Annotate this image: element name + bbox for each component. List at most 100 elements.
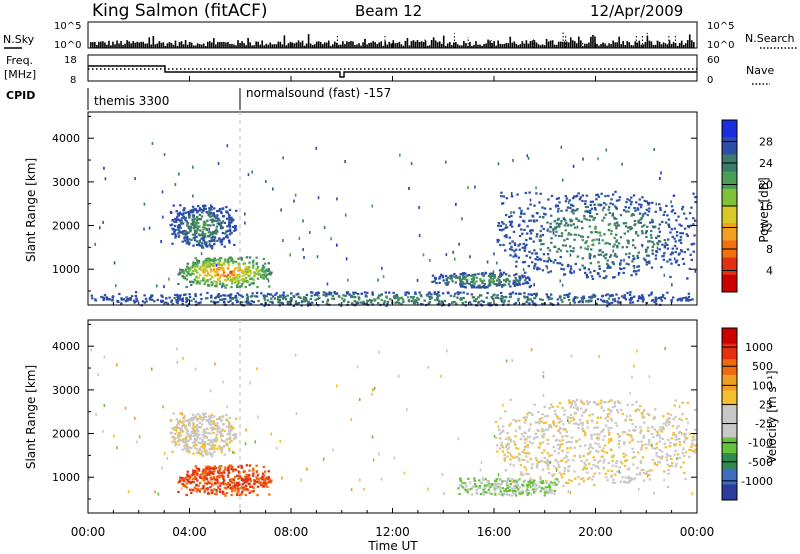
echo-cell — [550, 489, 554, 492]
echo-cell — [533, 296, 537, 300]
echo-cell — [494, 296, 498, 299]
echo-cell — [386, 300, 390, 303]
echo-cell — [632, 463, 635, 466]
echo-cell — [190, 283, 193, 286]
echo-cell — [136, 440, 138, 444]
echo-cell — [549, 270, 553, 273]
echo-cell — [521, 489, 524, 492]
echo-cell — [632, 258, 635, 261]
echo-cell — [105, 298, 109, 301]
echo-cell — [220, 212, 223, 215]
echo-cell — [499, 443, 503, 447]
echo-cell — [540, 486, 544, 490]
echo-cell — [176, 347, 178, 351]
echo-cell — [213, 213, 216, 217]
echo-cell — [648, 240, 652, 243]
nsky-bar — [569, 37, 572, 48]
freq-tick-bottom: 8 — [70, 75, 76, 86]
echo-cell — [194, 222, 197, 225]
echo-cell — [589, 262, 593, 265]
echo-cell — [459, 298, 462, 301]
echo-cell — [616, 300, 619, 303]
echo-cell — [434, 298, 437, 302]
echo-cell — [615, 293, 618, 296]
echo-cell — [643, 408, 646, 412]
echo-cell — [616, 409, 619, 412]
echo-cell — [192, 422, 196, 425]
echo-cell — [678, 239, 681, 242]
echo-cell — [311, 301, 314, 304]
echo-cell — [263, 296, 266, 300]
nsky-bar — [406, 38, 409, 48]
echo-cell — [185, 274, 188, 277]
nsky-bar — [239, 42, 241, 48]
echo-cell — [270, 432, 272, 436]
echo-cell — [188, 238, 191, 241]
echo-cell — [556, 416, 559, 420]
echo-cell — [230, 273, 234, 276]
echo-cell — [485, 491, 488, 494]
echo-cell — [655, 202, 658, 206]
echo-cell — [627, 226, 630, 229]
echo-cell — [237, 487, 240, 490]
echo-cell — [553, 478, 557, 481]
echo-cell — [678, 430, 682, 434]
echo-cell — [589, 443, 592, 446]
nsky-bar — [418, 41, 421, 48]
echo-cell — [637, 409, 641, 412]
echo-cell — [326, 298, 330, 301]
echo-cell — [436, 297, 439, 300]
nsky-bar — [360, 45, 362, 48]
echo-cell — [199, 437, 202, 440]
echo-cell — [223, 260, 227, 263]
echo-cell — [94, 298, 97, 301]
echo-cell — [591, 478, 594, 481]
echo-cell — [546, 452, 550, 455]
echo-cell — [583, 267, 586, 270]
nsky-bar — [608, 43, 610, 48]
echo-cell — [200, 476, 204, 479]
echo-cell — [203, 262, 207, 265]
echo-cell — [518, 248, 521, 251]
echo-cell — [213, 448, 216, 451]
echo-cell — [238, 475, 242, 478]
echo-cell — [205, 266, 208, 269]
echo-cell — [528, 441, 532, 444]
echo-cell — [514, 265, 518, 268]
echo-cell — [209, 224, 212, 227]
echo-cell — [526, 493, 529, 496]
nsky-bar — [662, 42, 665, 48]
echo-cell — [186, 265, 189, 268]
echo-cell — [630, 200, 633, 204]
echo-cell — [184, 218, 187, 221]
echo-cell — [593, 203, 596, 206]
echo-cell — [583, 434, 587, 437]
echo-cell — [666, 291, 669, 294]
echo-cell — [680, 431, 683, 435]
echo-cell — [277, 301, 280, 304]
echo-cell — [607, 461, 610, 465]
echo-cell — [607, 469, 610, 472]
echo-cell — [237, 281, 240, 284]
echo-cell — [552, 434, 555, 438]
echo-cell — [588, 225, 591, 228]
echo-cell — [625, 458, 628, 462]
echo-cell — [215, 282, 218, 285]
echo-cell — [179, 434, 182, 437]
echo-cell — [557, 421, 561, 424]
nsky-bar — [170, 43, 173, 48]
nsky-bar — [112, 41, 114, 48]
echo-cell — [547, 198, 550, 201]
echo-cell — [678, 443, 682, 447]
echo-cell — [412, 295, 415, 299]
nsky-bar — [166, 43, 169, 48]
colorbar-tick-label: 12 — [759, 222, 773, 235]
nsky-bar — [285, 45, 288, 48]
echo-cell — [514, 248, 518, 251]
echo-cell — [680, 299, 684, 302]
echo-cell — [566, 206, 570, 209]
echo-cell — [200, 215, 204, 218]
nsky-bar — [471, 45, 473, 48]
echo-cell — [427, 295, 431, 298]
echo-cell — [228, 464, 231, 467]
